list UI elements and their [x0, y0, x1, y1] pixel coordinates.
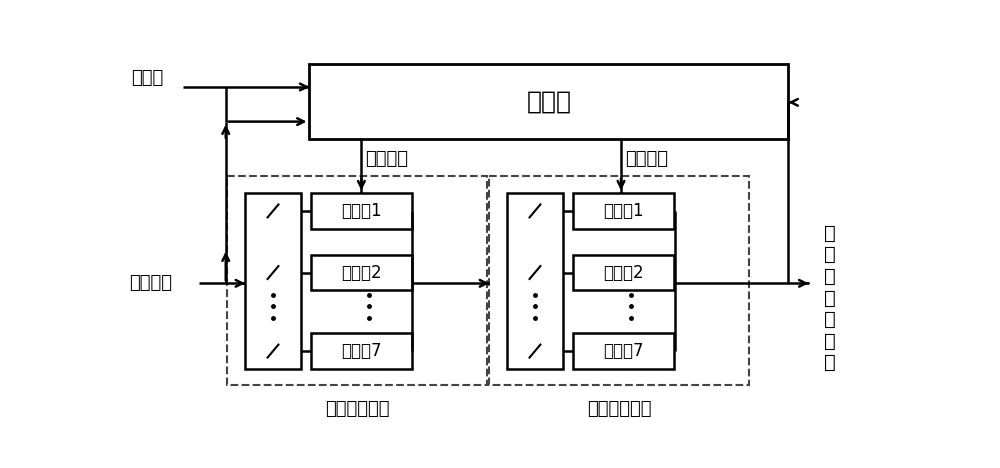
Text: 控制器: 控制器	[526, 89, 571, 114]
Bar	[311, 193, 412, 229]
Text: 信: 信	[824, 331, 836, 351]
Text: 流: 流	[824, 245, 836, 264]
Bar	[311, 333, 412, 369]
Text: 控: 控	[824, 288, 836, 307]
Text: 子系统1: 子系统1	[341, 202, 382, 220]
Text: 制: 制	[824, 310, 836, 329]
Bar	[245, 193, 301, 369]
Text: 第一切换周期: 第一切换周期	[325, 400, 389, 418]
Text: 切换指令: 切换指令	[625, 150, 668, 168]
Text: 第二切换周期: 第二切换周期	[587, 400, 651, 418]
Text: 参考值: 参考值	[131, 69, 163, 87]
Bar	[507, 193, 563, 369]
Text: 子系统7: 子系统7	[341, 342, 382, 360]
Text: 子系统2: 子系统2	[603, 263, 644, 282]
Bar	[227, 176, 487, 385]
Bar	[311, 255, 412, 290]
Text: 切换指令: 切换指令	[365, 150, 408, 168]
Text: 子系统1: 子系统1	[603, 202, 644, 220]
Text: 号: 号	[824, 353, 836, 372]
Bar	[489, 176, 749, 385]
Text: 器: 器	[824, 267, 836, 286]
Bar	[573, 193, 674, 229]
Text: 子系统7: 子系统7	[603, 342, 644, 360]
Text: 子系统2: 子系统2	[341, 263, 382, 282]
Text: 输入信号: 输入信号	[129, 274, 172, 292]
Bar	[573, 333, 674, 369]
Text: 变: 变	[824, 224, 836, 243]
Bar	[573, 255, 674, 290]
Bar	[309, 64, 788, 139]
